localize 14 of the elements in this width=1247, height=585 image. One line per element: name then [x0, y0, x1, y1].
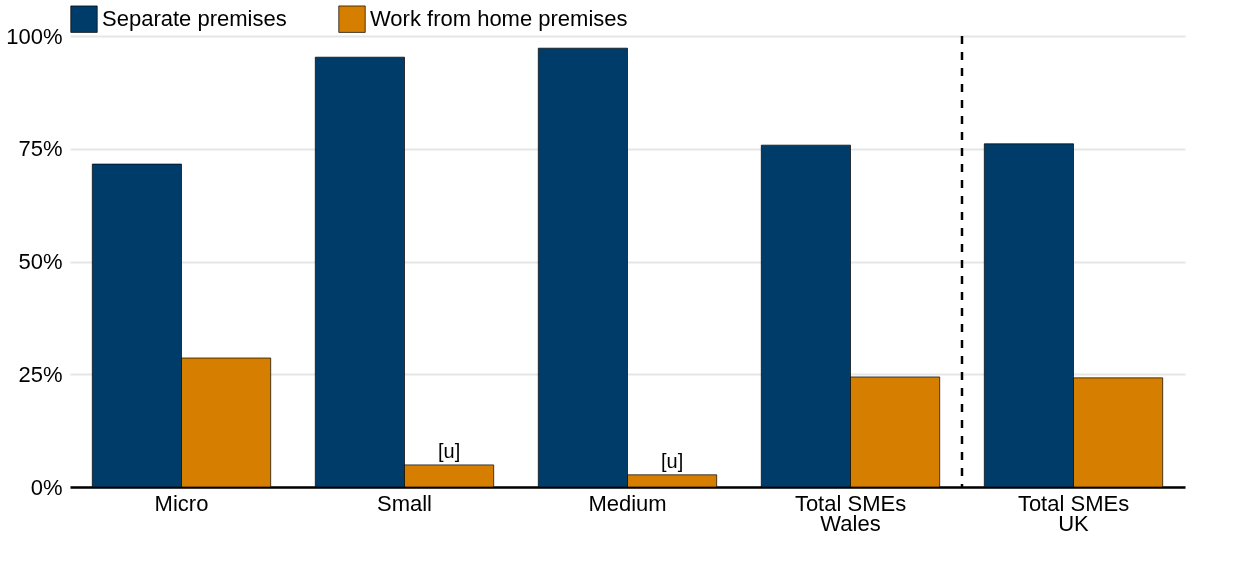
x-tick-label: Total SMEs UK: [1017, 490, 1130, 536]
y-tick-label: 25%: [18, 361, 63, 387]
x-tick-label: Small: [376, 490, 433, 516]
legend-label: Work from home premises: [370, 6, 628, 32]
y-tick-label: 100%: [6, 23, 63, 49]
annotation: [u]: [437, 439, 461, 462]
x-tick-label: Total SMEs Wales: [794, 490, 907, 536]
y-tick-label: 75%: [18, 136, 63, 162]
annotation: [u]: [660, 449, 684, 472]
x-tick-label: Micro: [154, 490, 209, 516]
y-tick-label: 0%: [30, 474, 63, 500]
y-tick-label: 50%: [18, 249, 63, 274]
x-tick-label: Medium: [588, 490, 667, 516]
legend-label: Separate premises: [102, 6, 287, 32]
